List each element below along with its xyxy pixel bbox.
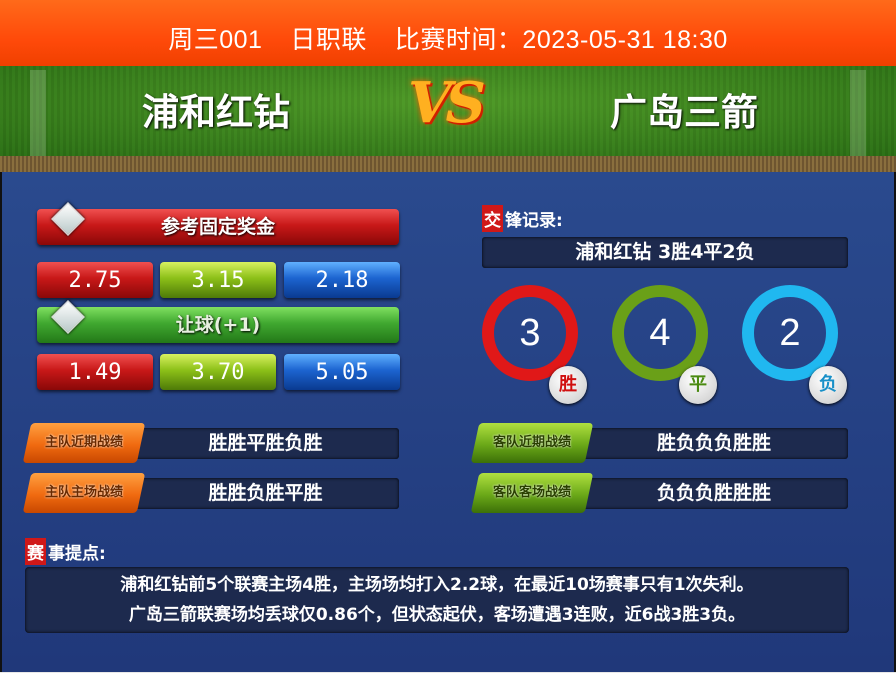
- tip-line: 浦和红钻前5个联赛主场4胜，主场场均打入2.2球，在最近10场赛事只有1次失利。: [120, 575, 754, 595]
- match-code: 周三001: [168, 26, 263, 54]
- win-badge: 胜: [549, 366, 587, 404]
- league-name: 日职联: [290, 26, 367, 54]
- away-recent-form: 胜负负负胜胜: [580, 428, 848, 459]
- tips-title: 事提点:: [48, 544, 106, 564]
- h2h-tag: 交: [482, 205, 503, 232]
- fixed-odds-title: 参考固定奖金: [37, 209, 399, 245]
- odds-away-win[interactable]: 2.18: [284, 262, 400, 298]
- goal-post: [850, 70, 866, 156]
- tips-tag: 赛: [25, 538, 46, 565]
- home-home-label: 主队主场战绩: [22, 473, 146, 513]
- tips-box: 浦和红钻前5个联赛主场4胜，主场场均打入2.2球，在最近10场赛事只有1次失利。…: [25, 567, 849, 633]
- tip-line: 广岛三箭联赛场均丢球仅0.86个，但状态起伏，客场遭遇3连败，近6战3胜3负。: [128, 605, 746, 625]
- away-recent-label: 客队近期战绩: [470, 423, 594, 463]
- pitch-edge: [0, 156, 896, 172]
- handicap-title: 让球(+1): [37, 307, 399, 343]
- match-header: 周三001 日职联 比赛时间：2023-05-31 18:30: [0, 0, 896, 66]
- goal-post: [30, 70, 46, 156]
- home-recent-label: 主队近期战绩: [22, 423, 146, 463]
- pitch-banner: [0, 66, 896, 156]
- home-recent-form: 胜胜平胜负胜: [132, 428, 399, 459]
- match-time: 比赛时间：2023-05-31 18:30: [394, 26, 728, 54]
- handicap-home-win[interactable]: 1.49: [37, 354, 153, 390]
- h2h-header: 交锋记录:: [482, 205, 563, 232]
- handicap-draw[interactable]: 3.70: [160, 354, 276, 390]
- home-home-form: 胜胜负胜平胜: [132, 478, 399, 509]
- away-team-name: 广岛三箭: [610, 91, 758, 134]
- h2h-summary: 浦和红钻 3胜4平2负: [482, 237, 848, 268]
- handicap-away-win[interactable]: 5.05: [284, 354, 400, 390]
- draw-badge: 平: [679, 366, 717, 404]
- odds-home-win[interactable]: 2.75: [37, 262, 153, 298]
- away-away-form: 负负负胜胜胜: [580, 478, 848, 509]
- away-away-label: 客队客场战绩: [470, 473, 594, 513]
- tips-header: 赛事提点:: [25, 538, 106, 565]
- vs-logo: VS: [408, 70, 486, 136]
- h2h-title: 锋记录:: [505, 211, 563, 231]
- loss-badge: 负: [809, 366, 847, 404]
- home-team-name: 浦和红钻: [142, 91, 290, 134]
- odds-draw[interactable]: 3.15: [160, 262, 276, 298]
